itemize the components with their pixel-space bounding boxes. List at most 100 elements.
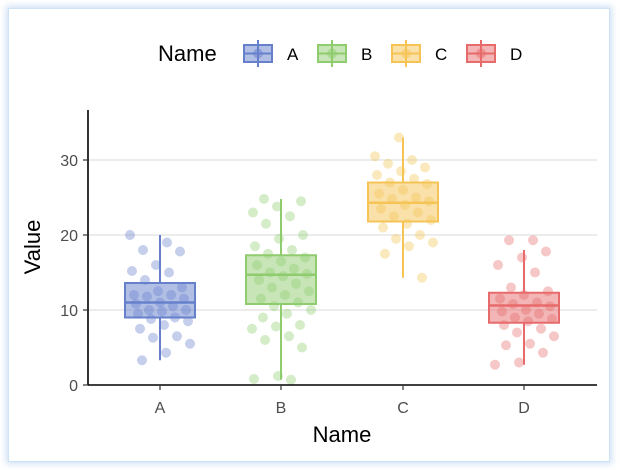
point-B-30 xyxy=(271,321,281,332)
point-D-7 xyxy=(543,286,553,297)
point-C-21 xyxy=(378,222,388,233)
legend-dot-B xyxy=(327,48,337,59)
point-A-29 xyxy=(161,347,171,358)
point-D-9 xyxy=(495,293,505,304)
point-C-9 xyxy=(422,179,432,189)
point-C-20 xyxy=(402,218,412,229)
point-D-3 xyxy=(517,252,527,263)
point-A-12 xyxy=(142,291,152,302)
point-A-14 xyxy=(155,297,165,308)
x-tick-label-B: B xyxy=(276,400,287,417)
point-B-19 xyxy=(291,278,301,289)
point-D-16 xyxy=(510,312,520,323)
legend-key-A: A xyxy=(243,40,299,67)
point-A-9 xyxy=(153,286,163,297)
box-D xyxy=(488,250,560,365)
point-D-18 xyxy=(523,316,533,327)
legend-label-D: D xyxy=(510,45,522,64)
point-D-15 xyxy=(534,308,544,319)
y-tick-label-0: 0 xyxy=(69,378,78,395)
y-axis-title: Value xyxy=(20,220,45,275)
point-B-23 xyxy=(256,293,266,304)
point-D-27 xyxy=(490,359,500,370)
point-A-7 xyxy=(140,275,150,285)
point-D-12 xyxy=(545,301,555,312)
point-B-32 xyxy=(284,331,294,342)
point-D-25 xyxy=(538,347,548,358)
point-A-23 xyxy=(183,316,193,327)
legend: Name A B C D xyxy=(158,40,522,67)
point-D-14 xyxy=(497,306,507,317)
point-C-17 xyxy=(413,207,423,218)
point-D-23 xyxy=(525,338,535,349)
point-D-1 xyxy=(504,235,514,246)
point-C-3 xyxy=(383,158,393,169)
point-B-29 xyxy=(295,320,305,330)
legend-label-A: A xyxy=(287,45,299,64)
point-A-0 xyxy=(125,230,135,240)
point-B-37 xyxy=(286,374,296,385)
point-A-5 xyxy=(127,266,137,276)
point-A-27 xyxy=(148,332,158,343)
point-C-25 xyxy=(404,241,414,252)
point-C-16 xyxy=(376,203,386,214)
point-D-6 xyxy=(506,282,516,293)
point-C-27 xyxy=(417,272,427,283)
point-B-8 xyxy=(250,241,260,252)
point-B-2 xyxy=(272,201,282,212)
point-B-4 xyxy=(285,211,295,222)
x-axis-title: Name xyxy=(313,422,372,447)
point-B-3 xyxy=(248,207,258,218)
point-B-25 xyxy=(269,301,279,312)
box-rect-B xyxy=(245,254,317,305)
legend-title: Name xyxy=(158,41,217,66)
point-A-24 xyxy=(159,320,169,330)
axes xyxy=(87,110,597,386)
point-C-18 xyxy=(389,211,399,222)
point-D-17 xyxy=(547,314,557,324)
x-tick-label-D: D xyxy=(518,400,530,417)
point-B-31 xyxy=(247,323,257,334)
point-A-15 xyxy=(131,299,141,309)
point-B-24 xyxy=(293,297,303,308)
point-D-5 xyxy=(530,267,540,278)
legend-dot-D xyxy=(476,48,486,59)
box-rect-D xyxy=(488,291,560,324)
point-B-34 xyxy=(297,342,307,353)
point-B-1 xyxy=(296,196,306,207)
point-A-6 xyxy=(164,267,174,278)
point-D-10 xyxy=(532,297,542,308)
box-B xyxy=(245,199,317,380)
legend-key-B: B xyxy=(317,40,372,67)
point-A-16 xyxy=(168,301,178,312)
point-B-11 xyxy=(300,252,310,263)
point-A-22 xyxy=(146,314,156,324)
point-D-19 xyxy=(499,320,509,330)
point-D-26 xyxy=(514,357,524,368)
point-A-26 xyxy=(172,331,182,342)
point-C-7 xyxy=(409,173,419,184)
point-B-5 xyxy=(261,218,271,229)
point-B-9 xyxy=(287,245,297,255)
point-C-15 xyxy=(400,200,410,210)
point-B-27 xyxy=(282,308,292,319)
point-D-4 xyxy=(493,260,503,270)
point-C-6 xyxy=(372,170,382,180)
point-A-13 xyxy=(179,293,189,304)
point-B-7 xyxy=(274,233,284,244)
point-D-13 xyxy=(521,305,531,315)
legend-key-C: C xyxy=(391,40,447,67)
point-D-8 xyxy=(519,290,529,300)
y-tick-label-10: 10 xyxy=(60,303,78,320)
legend-label-B: B xyxy=(361,45,372,64)
point-C-13 xyxy=(387,194,397,204)
box-A xyxy=(124,235,196,361)
point-B-22 xyxy=(280,290,290,300)
point-C-8 xyxy=(385,177,395,188)
point-D-24 xyxy=(501,340,511,351)
point-B-17 xyxy=(278,271,288,282)
y-ticks: 0 10 20 30 xyxy=(60,153,88,395)
point-B-10 xyxy=(263,248,273,259)
point-B-12 xyxy=(276,256,286,267)
